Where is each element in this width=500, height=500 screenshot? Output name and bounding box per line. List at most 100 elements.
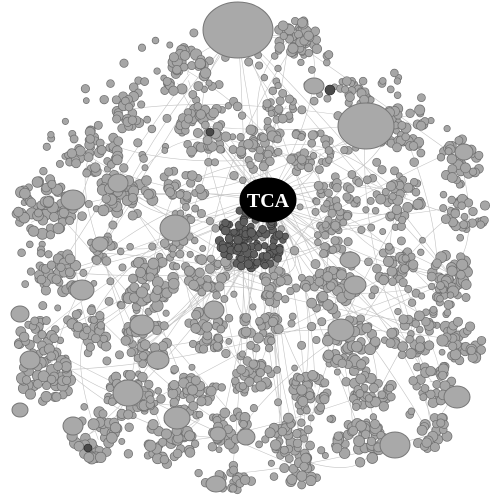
network-node (137, 43, 147, 52)
network-node (47, 179, 57, 189)
network-node (379, 77, 387, 85)
dark-node (324, 84, 336, 96)
network-node (193, 81, 204, 92)
network-node (378, 401, 389, 412)
hub-node (19, 350, 41, 370)
network-node (230, 290, 238, 298)
network-node (159, 238, 170, 248)
network-node (292, 438, 303, 449)
network-node (143, 189, 154, 200)
network-node (194, 57, 206, 70)
network-node (446, 291, 455, 299)
network-node (444, 147, 453, 156)
network-node (172, 448, 183, 459)
network-node (311, 207, 320, 216)
network-node (416, 148, 426, 158)
network-node (236, 364, 247, 375)
network-node (277, 426, 288, 437)
network-node (85, 342, 95, 352)
network-node (267, 459, 275, 467)
network-node (183, 114, 194, 124)
network-node (36, 249, 45, 258)
network-node (36, 274, 47, 285)
network-node (345, 92, 355, 102)
network-node (436, 418, 446, 428)
network-node (324, 188, 333, 198)
network-node (144, 379, 154, 390)
network-node (184, 430, 196, 442)
network-node (195, 410, 204, 419)
hub-node (10, 305, 30, 323)
network-node (262, 99, 272, 109)
network-node (21, 280, 30, 288)
network-node (188, 90, 198, 99)
network-node (342, 192, 352, 202)
network-node (466, 345, 476, 356)
network-node (372, 263, 382, 274)
network-node (60, 361, 72, 372)
network-node (273, 291, 283, 302)
network-node (297, 105, 307, 115)
network-node (93, 120, 103, 130)
network-node (86, 305, 97, 316)
network-node (393, 77, 402, 85)
network-node (13, 206, 24, 218)
network-node (274, 42, 285, 53)
network-node (368, 292, 376, 300)
hub-node (339, 251, 361, 269)
network-node (339, 218, 348, 227)
network-node (219, 407, 231, 419)
network-node (264, 344, 274, 353)
network-node (189, 28, 199, 38)
network-node (17, 248, 26, 258)
network-node (199, 67, 212, 79)
network-node (386, 85, 395, 94)
network-node (281, 295, 290, 304)
network-node (421, 437, 432, 448)
network-node (453, 316, 463, 327)
network-node (170, 364, 179, 374)
hub-node (203, 300, 225, 320)
network-node (303, 425, 313, 435)
network-node (370, 419, 380, 430)
network-node (196, 208, 206, 219)
network-node (236, 133, 245, 142)
network-node (124, 369, 136, 381)
core-cluster-node (269, 242, 277, 251)
network-node (117, 301, 126, 310)
network-node (237, 111, 247, 120)
network-node (416, 325, 424, 334)
network-node (341, 85, 350, 94)
network-node (436, 281, 445, 290)
network-node (274, 82, 282, 90)
network-node (61, 117, 69, 125)
network-node (307, 130, 318, 141)
network-node (187, 170, 198, 181)
network-node (33, 379, 43, 389)
network-node (258, 161, 269, 172)
network-node (240, 326, 252, 338)
network-node (372, 157, 382, 167)
core-cluster-node (275, 245, 284, 254)
network-node (54, 304, 62, 312)
network-node (331, 442, 343, 454)
network-node (401, 254, 410, 263)
network-node (392, 142, 402, 153)
network-node (69, 134, 79, 144)
network-node (358, 76, 368, 86)
network-node (446, 153, 458, 165)
network-node (186, 145, 197, 157)
network-node (245, 124, 257, 136)
network-node (238, 350, 247, 358)
hub-node (60, 189, 86, 211)
network-node (205, 263, 216, 274)
network-node (284, 454, 294, 463)
network-node (341, 377, 351, 387)
network-node (194, 468, 203, 478)
core-cluster-node (261, 261, 269, 270)
network-node (267, 109, 275, 117)
network-node (317, 291, 329, 302)
network-node (71, 158, 81, 169)
network-node (119, 58, 129, 68)
network-edge (48, 243, 329, 277)
